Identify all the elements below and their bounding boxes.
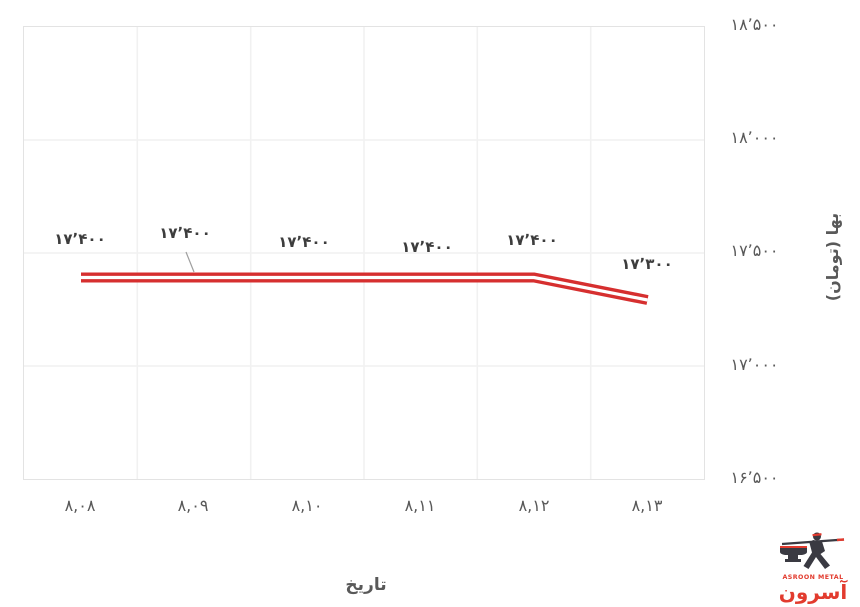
x-tick-1: ۸,۰۸ [64,496,96,515]
data-label-5: ۱۷٬۴۰۰ [506,231,558,249]
x-tick-5: ۸,۱۲ [518,496,550,515]
data-label-leader-line [185,251,195,273]
y-tick-18500: ۱۸٬۵۰۰ [730,15,779,34]
x-tick-6: ۸,۱۳ [631,496,663,515]
price-series-line-core [81,275,648,302]
watermark-brand-en: ASROON METAL [782,573,844,581]
y-tick-17500: ۱۷٬۵۰۰ [730,241,779,260]
y-axis-title: بها (تومان) [823,212,842,302]
plot-canvas [24,27,704,479]
x-axis-title: تاریخ [345,575,387,595]
anvil-body-shape [780,548,807,562]
figure-body-shape [803,540,830,569]
x-tick-2: ۸,۰۹ [177,496,209,515]
y-tick-17000: ۱۷٬۰۰۰ [730,355,779,374]
blacksmith-anvil-icon [780,532,845,569]
data-label-3: ۱۷٬۴۰۰ [278,233,330,251]
data-label-2: ۱۷٬۴۰۰ [159,224,211,242]
rod-red-tip-shape [836,538,845,542]
figure-headband-shape [812,533,822,537]
y-tick-16500: ۱۶٬۵۰۰ [730,468,779,487]
data-label-4: ۱۷٬۴۰۰ [401,238,453,256]
x-tick-4: ۸,۱۱ [404,496,436,515]
y-tick-18000: ۱۸٬۰۰۰ [730,128,779,147]
x-tick-3: ۸,۱۰ [291,496,323,515]
plot-area [23,26,705,480]
anvil-red-top-shape [780,546,807,548]
data-label-1: ۱۷٬۴۰۰ [54,230,106,248]
data-label-6: ۱۷٬۳۰۰ [621,255,673,273]
watermark-brand-fa: آسرون [778,580,848,604]
horizontal-gridlines [24,139,704,367]
asroon-watermark: ASROON METAL آسرون [770,530,856,604]
